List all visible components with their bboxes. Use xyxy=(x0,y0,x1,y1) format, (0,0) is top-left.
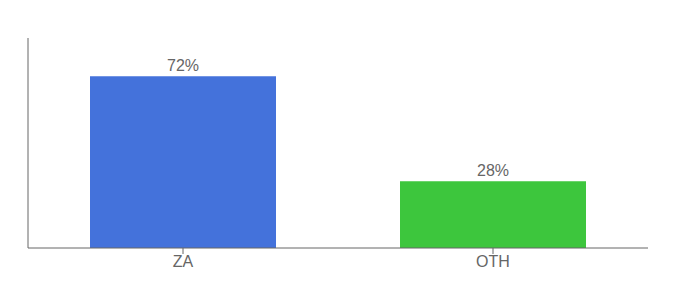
svg-text:28%: 28% xyxy=(477,162,509,179)
svg-text:ZA: ZA xyxy=(173,253,194,270)
svg-text:OTH: OTH xyxy=(476,253,510,270)
svg-text:72%: 72% xyxy=(167,57,199,74)
